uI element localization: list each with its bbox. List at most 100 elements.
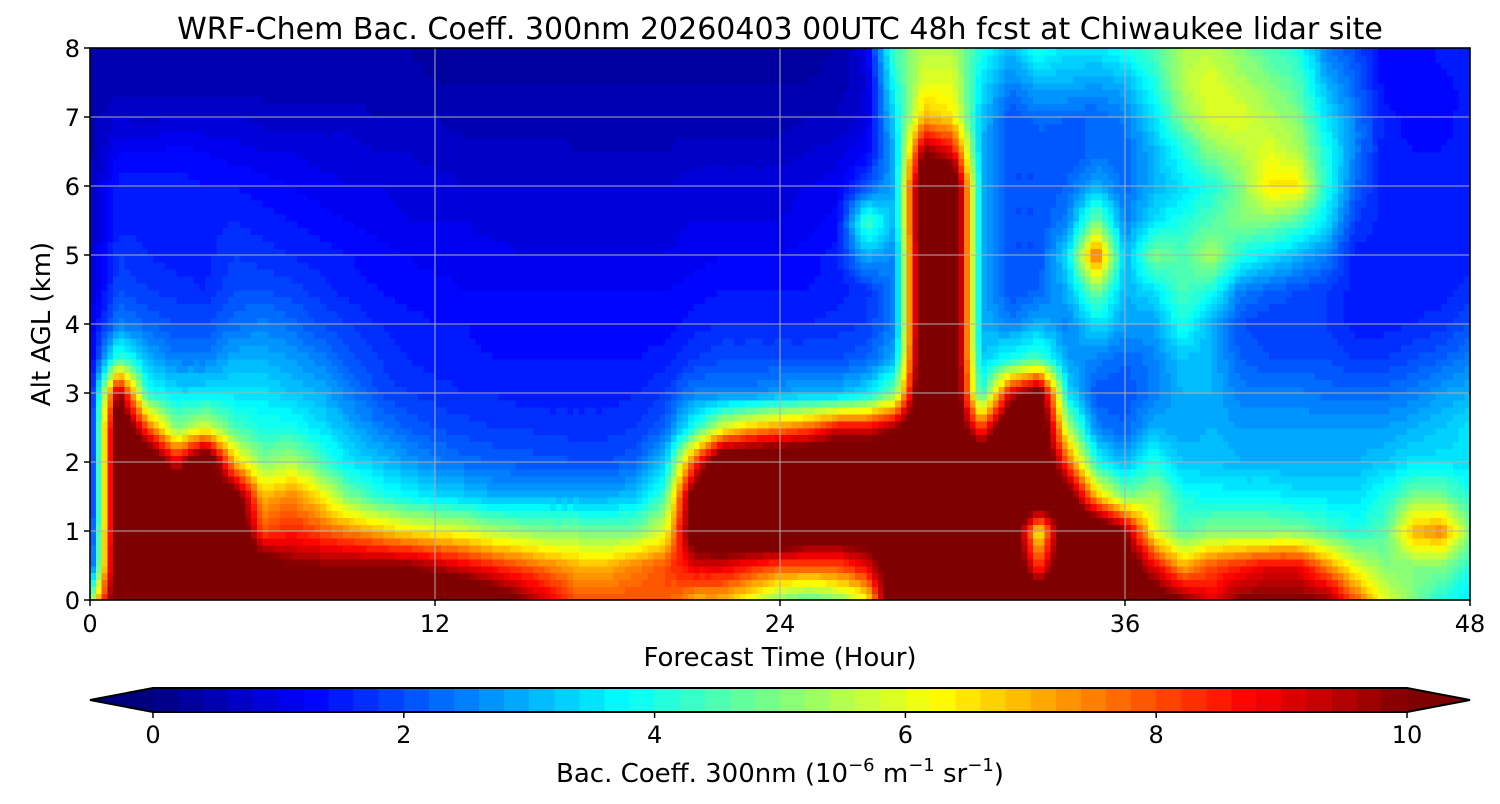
contour-cell	[188, 365, 195, 373]
contour-cell	[326, 303, 333, 311]
contour-cell	[96, 117, 103, 125]
contour-cell	[418, 193, 425, 201]
contour-cell	[280, 76, 287, 84]
contour-cell	[372, 421, 379, 429]
contour-cell	[240, 269, 247, 277]
contour-cell	[257, 117, 264, 125]
contour-cell	[113, 214, 120, 222]
contour-cell	[435, 345, 442, 353]
contour-cell	[159, 62, 166, 70]
contour-cell	[418, 490, 425, 498]
contour-cell	[349, 262, 356, 270]
contour-cell	[412, 89, 419, 97]
contour-cell	[326, 497, 333, 505]
contour-cell	[228, 510, 235, 518]
contour-cell	[130, 290, 137, 298]
contour-cell	[343, 559, 350, 567]
contour-cell	[165, 283, 172, 291]
contour-cell	[291, 262, 298, 270]
contour-cell	[297, 407, 304, 415]
contour-cell	[372, 566, 379, 574]
contour-cell	[366, 352, 373, 360]
contour-cell	[314, 48, 321, 56]
contour-cell	[142, 552, 149, 560]
contour-cell	[326, 221, 333, 229]
contour-cell	[142, 276, 149, 284]
contour-cell	[360, 124, 367, 132]
contour-cell	[286, 89, 293, 97]
contour-cell	[222, 131, 229, 139]
contour-cell	[153, 255, 160, 263]
contour-cell	[171, 572, 178, 580]
contour-cell	[309, 476, 316, 484]
contour-cell	[194, 414, 201, 422]
contour-cell	[171, 48, 178, 56]
contour-cell	[383, 290, 390, 298]
contour-cell	[418, 365, 425, 373]
contour-cell	[447, 379, 454, 387]
contour-cell	[194, 531, 201, 539]
contour-cell	[188, 434, 195, 442]
contour-cell	[366, 497, 373, 505]
contour-cell	[395, 586, 402, 594]
contour-cell	[309, 379, 316, 387]
contour-cell	[309, 545, 316, 553]
contour-cell	[245, 324, 252, 332]
contour-cell	[153, 117, 160, 125]
contour-cell	[222, 276, 229, 284]
contour-cell	[274, 407, 281, 415]
contour-cell	[257, 407, 264, 415]
contour-cell	[406, 117, 413, 125]
contour-cell	[102, 255, 109, 263]
contour-cell	[130, 186, 137, 194]
contour-cell	[274, 490, 281, 498]
contour-cell	[125, 241, 132, 249]
contour-cell	[412, 186, 419, 194]
contour-cell	[395, 193, 402, 201]
contour-cell	[194, 552, 201, 560]
contour-cell	[406, 434, 413, 442]
contour-cell	[171, 234, 178, 242]
contour-cell	[372, 158, 379, 166]
contour-cell	[136, 517, 143, 525]
contour-cell	[205, 579, 212, 587]
contour-cell	[205, 227, 212, 235]
contour-cell	[412, 476, 419, 484]
contour-cell	[458, 566, 465, 574]
contour-cell	[130, 441, 137, 449]
contour-cell	[113, 138, 120, 146]
contour-cell	[303, 545, 310, 553]
contour-cell	[136, 131, 143, 139]
contour-cell	[268, 421, 275, 429]
contour-cell	[205, 503, 212, 511]
contour-cell	[165, 441, 172, 449]
contour-cell	[412, 434, 419, 442]
contour-cell	[119, 497, 126, 505]
contour-cell	[257, 331, 264, 339]
contour-cell	[240, 207, 247, 215]
contour-cell	[90, 76, 97, 84]
contour-cell	[136, 421, 143, 429]
contour-cell	[142, 283, 149, 291]
contour-cell	[378, 586, 385, 594]
contour-cell	[217, 469, 224, 477]
contour-cell	[309, 428, 316, 436]
contour-cell	[418, 503, 425, 511]
contour-cell	[366, 379, 373, 387]
contour-cell	[320, 503, 327, 511]
contour-cell	[102, 428, 109, 436]
contour-cell	[326, 152, 333, 160]
contour-cell	[326, 227, 333, 235]
contour-cell	[96, 76, 103, 84]
contour-cell	[401, 117, 408, 125]
contour-cell	[165, 117, 172, 125]
contour-cell	[176, 69, 183, 77]
contour-cell	[418, 76, 425, 84]
contour-cell	[211, 255, 218, 263]
contour-cell	[297, 290, 304, 298]
contour-cell	[372, 441, 379, 449]
contour-cell	[395, 579, 402, 587]
contour-cell	[199, 83, 206, 91]
contour-cell	[366, 269, 373, 277]
contour-cell	[153, 469, 160, 477]
